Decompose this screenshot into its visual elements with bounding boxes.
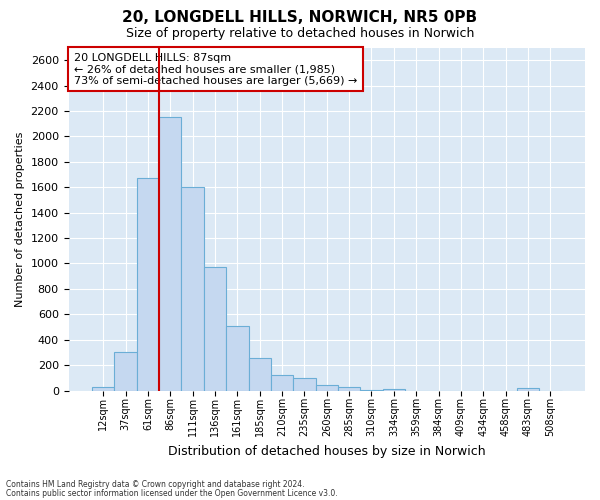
Text: Contains public sector information licensed under the Open Government Licence v3: Contains public sector information licen… [6,488,338,498]
X-axis label: Distribution of detached houses by size in Norwich: Distribution of detached houses by size … [168,444,485,458]
Bar [338,388,361,390]
Bar [271,376,293,390]
Text: Size of property relative to detached houses in Norwich: Size of property relative to detached ho… [126,28,474,40]
Text: 20, LONGDELL HILLS, NORWICH, NR5 0PB: 20, LONGDELL HILLS, NORWICH, NR5 0PB [122,10,478,25]
Bar [159,118,181,390]
Y-axis label: Number of detached properties: Number of detached properties [15,132,25,306]
Bar [115,352,137,391]
Bar [226,326,248,390]
Bar [517,388,539,390]
Bar [92,388,115,390]
Bar [316,386,338,390]
Text: 20 LONGDELL HILLS: 87sqm
← 26% of detached houses are smaller (1,985)
73% of sem: 20 LONGDELL HILLS: 87sqm ← 26% of detach… [74,52,357,86]
Bar [181,188,204,390]
Text: Contains HM Land Registry data © Crown copyright and database right 2024.: Contains HM Land Registry data © Crown c… [6,480,305,489]
Bar [137,178,159,390]
Bar [248,358,271,390]
Bar [293,378,316,390]
Bar [204,268,226,390]
